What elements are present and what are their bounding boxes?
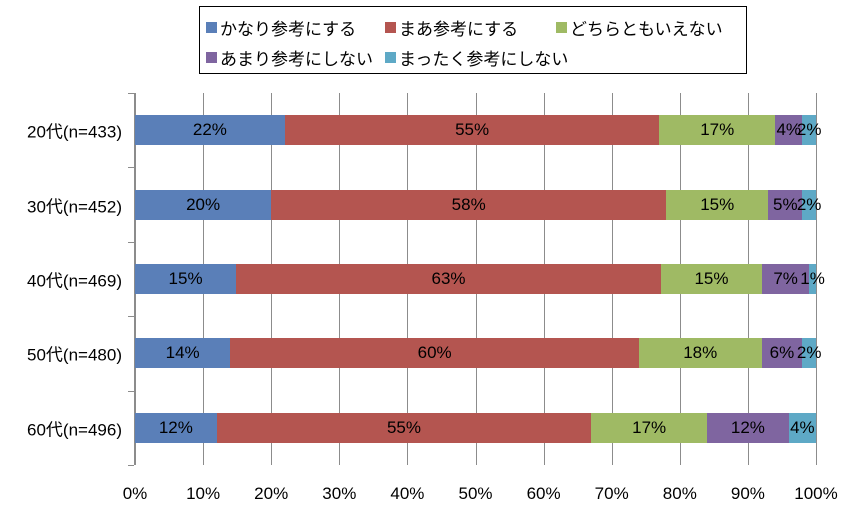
- x-tick-label: 70%: [594, 484, 629, 503]
- bar-segment: 7%: [762, 264, 810, 294]
- data-label: 17%: [632, 417, 667, 437]
- data-label: 20%: [186, 194, 221, 214]
- data-label: 17%: [700, 120, 735, 140]
- data-label: 63%: [431, 269, 466, 288]
- data-label: 12%: [158, 417, 193, 437]
- stacked-bar: 20% 58% 15% 5% 2%: [135, 189, 821, 220]
- x-tick-label: 30%: [322, 484, 357, 503]
- x-tick-label: 80%: [662, 484, 697, 503]
- legend-item-neutral: どちらともいえない: [556, 15, 723, 40]
- y-axis-tick: [128, 316, 134, 318]
- legend-swatch: [385, 22, 396, 33]
- bar-segment: 2%: [797, 115, 821, 146]
- legend-label: まあ参考にする: [399, 20, 519, 40]
- data-label: 5%: [773, 194, 798, 214]
- bar-segment: 17%: [591, 412, 708, 443]
- y-axis-tick: [128, 241, 134, 243]
- bar-segment: 15%: [135, 264, 237, 294]
- legend-swatch: [206, 22, 217, 33]
- x-tick-label: 10%: [186, 484, 221, 503]
- bar-segment: 6%: [761, 338, 803, 369]
- bar-segment: 1%: [800, 264, 825, 294]
- plot-area: 22% 55% 17% 4% 2% 20% 58% 15% 5% 2% 15% 63% 15% 7% 1% 1…: [128, 93, 825, 466]
- data-label: 1%: [800, 269, 825, 288]
- bar-segment: 4%: [775, 115, 803, 146]
- bar-segment: 2%: [797, 189, 821, 220]
- legend-swatch: [206, 52, 217, 63]
- legend-label: あまり参考にしない: [220, 50, 373, 70]
- data-label: 15%: [168, 269, 203, 288]
- bar-segment: 55%: [284, 115, 660, 146]
- data-label: 15%: [694, 269, 729, 288]
- data-label: 60%: [417, 343, 452, 363]
- legend-item-not-at-all: まったく参考にしない: [385, 45, 568, 70]
- bar-segment: 22%: [135, 115, 285, 146]
- bar-segment: 58%: [271, 189, 667, 220]
- category-label: 20代(n=433): [27, 122, 122, 142]
- data-label: 55%: [455, 120, 490, 140]
- data-label: 6%: [769, 343, 795, 363]
- bar-segment: 12%: [135, 412, 217, 443]
- y-axis-tick: [128, 390, 134, 392]
- category-label: 60代(n=496): [27, 420, 122, 440]
- bar-segment: 18%: [638, 338, 762, 369]
- data-label: 7%: [773, 269, 798, 288]
- data-label: 4%: [776, 120, 802, 140]
- data-label: 2%: [796, 194, 822, 214]
- x-tick-label: 20%: [254, 484, 289, 503]
- x-tick-label: 0%: [122, 484, 148, 503]
- category-label: 40代(n=469): [27, 271, 122, 291]
- bar-segment: 12%: [707, 412, 789, 443]
- bar-segment: 15%: [666, 189, 769, 220]
- gridline: [816, 93, 817, 465]
- category-label: 30代(n=452): [27, 197, 122, 217]
- bar-segment: 63%: [236, 264, 661, 294]
- bar-segment: 15%: [660, 264, 763, 294]
- stacked-bar: 14% 60% 18% 6% 2%: [135, 338, 821, 369]
- bar-segment: 17%: [659, 115, 776, 146]
- chart-legend: かなり参考にする まあ参考にする どちらともいえない あまり参考にしない まった…: [199, 6, 747, 74]
- x-tick-label: 40%: [390, 484, 425, 503]
- legend-swatch: [556, 22, 567, 33]
- legend-swatch: [385, 52, 396, 63]
- y-axis-tick: [128, 167, 134, 169]
- bar-segment: 2%: [797, 338, 821, 369]
- x-tick-label: 90%: [730, 484, 765, 503]
- x-tick-label: 60%: [526, 484, 561, 503]
- data-label: 18%: [683, 343, 718, 363]
- bar-segment: 20%: [135, 189, 272, 220]
- x-tick-label: 50%: [458, 484, 493, 503]
- stacked-bar: 22% 55% 17% 4% 2%: [135, 115, 821, 146]
- data-label: 15%: [700, 194, 735, 214]
- y-axis-tick: [128, 465, 134, 466]
- legend-label: まったく参考にしない: [399, 50, 569, 70]
- data-label: 58%: [451, 194, 486, 214]
- legend-item-very-much: かなり参考にする: [206, 15, 356, 40]
- legend-label: かなり参考にする: [220, 20, 357, 40]
- bar-segment: 5%: [768, 189, 803, 220]
- data-label: 55%: [386, 417, 421, 437]
- data-label: 2%: [796, 120, 822, 140]
- legend-label: どちらともいえない: [570, 20, 723, 40]
- category-label: 50代(n=480): [27, 345, 122, 365]
- data-label: 14%: [165, 343, 200, 363]
- x-tick-label: 100%: [794, 484, 838, 503]
- stacked-bar: 15% 63% 15% 7% 1%: [135, 264, 825, 294]
- stacked-bar: 12% 55% 17% 12% 4%: [135, 412, 816, 443]
- bar-segment: 55%: [216, 412, 592, 443]
- legend-item-not-much: あまり参考にしない: [206, 45, 373, 70]
- data-label: 22%: [192, 120, 227, 140]
- bar-segment: 4%: [788, 412, 816, 443]
- legend-item-somewhat: まあ参考にする: [385, 15, 518, 40]
- bar-segment: 14%: [135, 338, 231, 369]
- data-label: 12%: [730, 417, 765, 437]
- bar-segment: 60%: [230, 338, 639, 369]
- y-axis-tick: [128, 93, 134, 94]
- data-label: 2%: [796, 343, 822, 363]
- data-label: 4%: [790, 417, 815, 437]
